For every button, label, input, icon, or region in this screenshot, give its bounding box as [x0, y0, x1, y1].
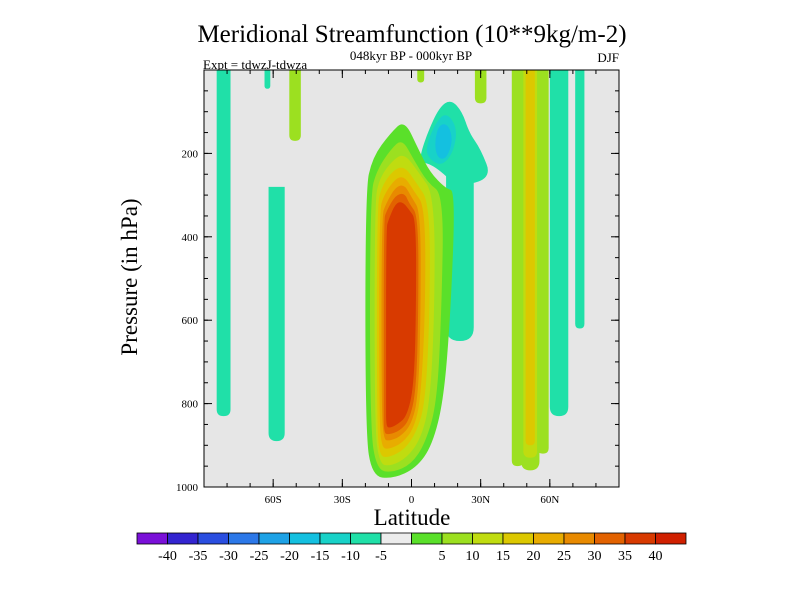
colorbar-label: -35 [189, 549, 208, 564]
colorbar-label: 30 [588, 549, 602, 564]
contour-band-4 [417, 70, 425, 83]
colorbar-label: -5 [375, 549, 387, 564]
colorbar-label: 40 [649, 549, 663, 564]
x-axis-label: Latitude [374, 505, 451, 530]
main-cell-contour-7 [386, 202, 417, 428]
colorbar-swatch [136, 532, 168, 545]
chart-subtitle: 048kyr BP - 000kyr BP [350, 48, 472, 63]
colorbar-swatch [319, 532, 351, 545]
colorbar-label: 35 [618, 549, 632, 564]
contour-band-12 [549, 70, 569, 417]
colorbar-label: 25 [557, 549, 571, 564]
contour-band-6 [474, 70, 487, 104]
y-tick-label: 400 [182, 232, 199, 244]
colorbar-swatch [350, 532, 382, 545]
contour-band-1 [264, 70, 271, 89]
experiment-label: Expt = tdwzJ-tdwza [203, 57, 307, 72]
colorbar-label: 5 [439, 549, 446, 564]
colorbar-swatch [655, 532, 687, 545]
contour-band-0 [216, 70, 231, 417]
colorbar-swatch [167, 532, 199, 545]
contour-band-7 [511, 70, 524, 467]
x-tick-label: 30N [471, 494, 490, 506]
colorbar-swatch [502, 532, 534, 545]
contour-band-13 [575, 70, 585, 329]
colorbar-swatch [533, 532, 565, 545]
axis-ticks: 60S 30S 0 30N 60N 200 400 600 800 1000 [176, 70, 619, 506]
colorbar-swatch [258, 532, 290, 545]
y-tick-label: 600 [182, 315, 199, 327]
plot-area: 60S 30S 0 30N 60N 200 400 600 800 1000 [176, 69, 620, 506]
colorbar-swatch [380, 532, 412, 545]
colorbar-swatch [594, 532, 626, 545]
colorbar-label: -10 [341, 549, 360, 564]
contour-band-2 [268, 186, 285, 442]
colorbar-label: -15 [311, 549, 330, 564]
colorbar-swatch [197, 532, 229, 545]
y-tick-label: 800 [182, 399, 199, 411]
colorbar-swatch [289, 532, 321, 545]
x-tick-label: 60S [265, 494, 282, 506]
contour-band-10 [525, 70, 535, 446]
colorbar-label: -25 [250, 549, 269, 564]
colorbar-label: 15 [496, 549, 510, 564]
colorbar-swatch [624, 532, 656, 545]
colorbar: -40 -35 -30 -25 -20 -15 -10 -5 5 10 15 20 25 30 35 40 [136, 532, 687, 564]
x-tick-label: 30S [334, 494, 351, 506]
chart-title: Meridional Streamfunction (10**9kg/m-2) [197, 21, 626, 48]
y-tick-label: 1000 [176, 482, 199, 494]
colorbar-label: 10 [466, 549, 480, 564]
season-label: DJF [597, 50, 619, 65]
colorbar-label: -30 [219, 549, 238, 564]
colorbar-swatch [563, 532, 595, 545]
y-axis-label: Pressure (in hPa) [117, 198, 142, 355]
y-tick-label: 200 [182, 148, 199, 160]
colorbar-swatch [441, 532, 473, 545]
colorbar-label: 20 [527, 549, 541, 564]
x-tick-label: 0 [409, 494, 415, 506]
contour-band-11 [537, 70, 549, 454]
x-tick-label: 60N [540, 494, 559, 506]
colorbar-label: -40 [158, 549, 177, 564]
colorbar-swatch [228, 532, 260, 545]
contour-fills [216, 70, 585, 478]
colorbar-swatch [411, 532, 443, 545]
colorbar-label: -20 [280, 549, 299, 564]
colorbar-swatch [472, 532, 504, 545]
upper-anomaly-contour-2 [435, 124, 452, 159]
contour-band-3 [289, 70, 301, 141]
